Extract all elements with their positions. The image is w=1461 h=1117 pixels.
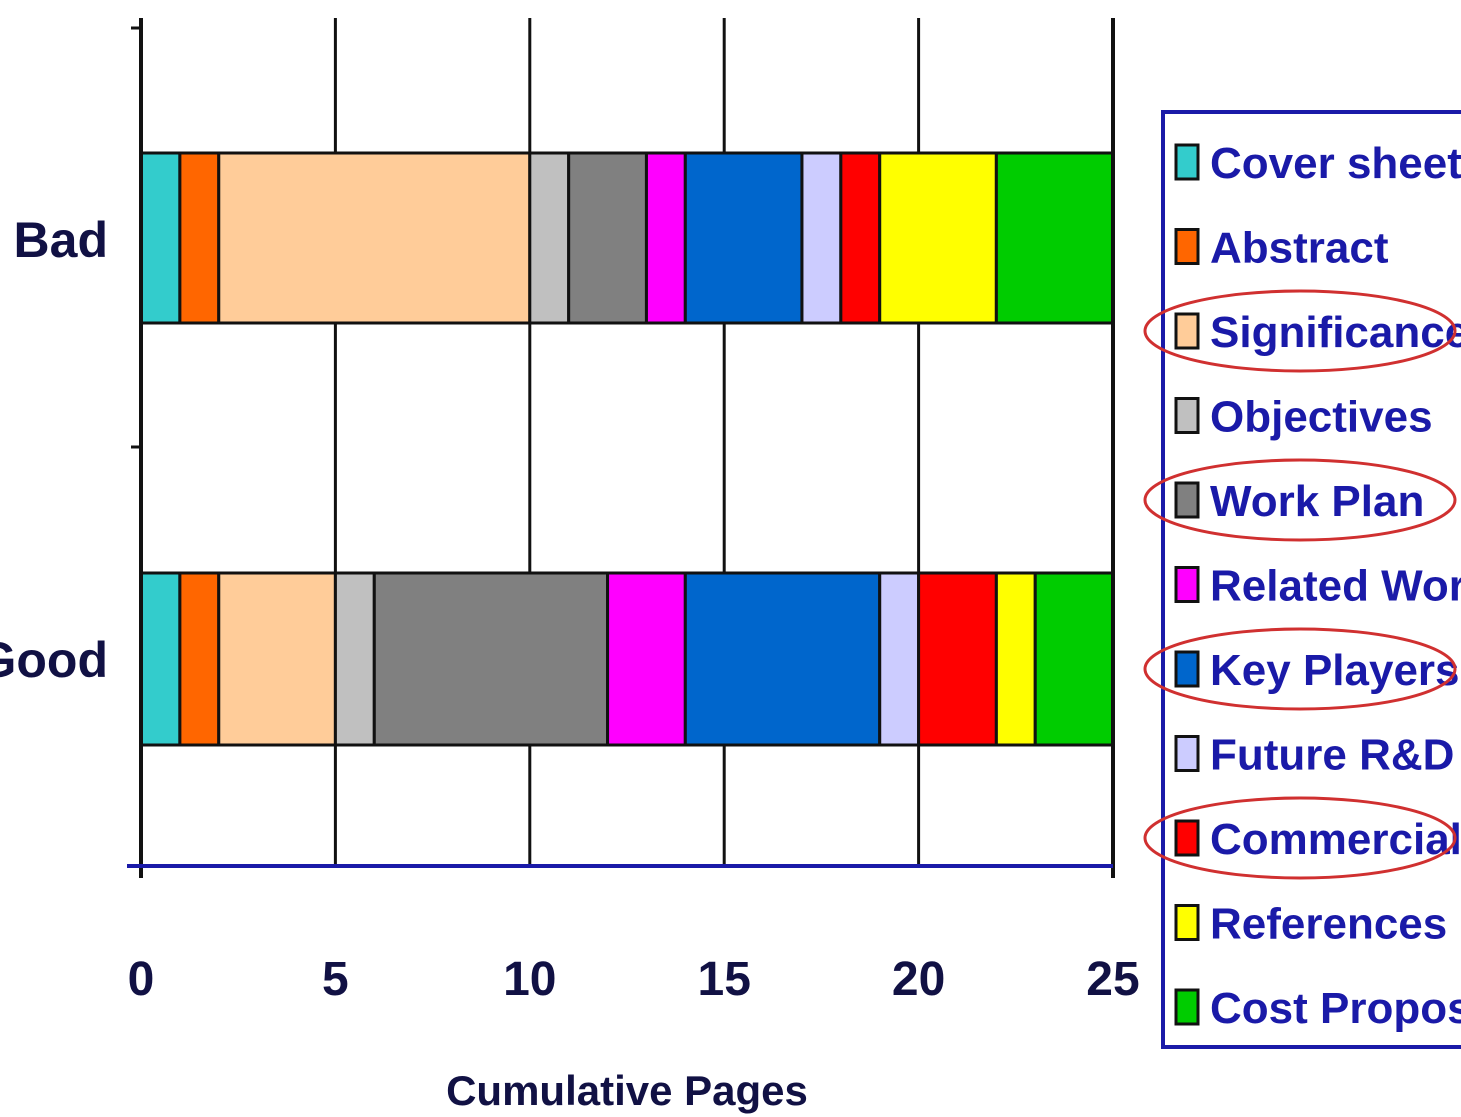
- legend-swatch: [1174, 904, 1200, 941]
- bar-segment: [139, 571, 182, 747]
- bar-segment: [567, 151, 648, 325]
- legend-label: Work Plan: [1210, 477, 1424, 526]
- bar-segment: [333, 571, 376, 747]
- highlight-ellipse: [1143, 458, 1457, 542]
- bar-segment: [839, 151, 882, 325]
- legend-swatch: [1174, 819, 1200, 857]
- bar-segment: [139, 151, 182, 325]
- bars: [139, 151, 1115, 747]
- legend-swatch: [1174, 735, 1200, 772]
- legend-swatch: [1174, 312, 1200, 350]
- legend-label: Related Work: [1210, 562, 1461, 611]
- legend-label: Abstract: [1210, 224, 1389, 273]
- bar-segment: [1033, 571, 1115, 747]
- legend-label: Key Players: [1210, 646, 1460, 695]
- legend-box: [1161, 110, 1461, 1049]
- bar-segment: [917, 571, 998, 747]
- x-tick-label: 20: [892, 953, 945, 1006]
- highlight-ellipse: [1143, 627, 1457, 711]
- legend-swatch: [1174, 397, 1200, 434]
- legend-swatch: [1174, 566, 1200, 603]
- legend-swatch: [1174, 481, 1200, 519]
- legend-label: Commercial: [1210, 815, 1461, 864]
- legend-label: References: [1210, 900, 1447, 949]
- highlight-ellipse: [1143, 796, 1457, 880]
- category-labels: Bad Good: [0, 212, 108, 688]
- x-tick-label: 15: [698, 953, 751, 1006]
- bar-segment: [644, 151, 687, 325]
- axes: [127, 18, 1115, 878]
- bar-segment: [800, 151, 843, 325]
- bar-segment: [528, 151, 571, 325]
- bar-segment: [178, 151, 221, 325]
- x-tick-label: 5: [322, 953, 349, 1006]
- legend-swatch: [1174, 988, 1200, 1026]
- legend-label: Significance: [1210, 308, 1461, 357]
- legend: Cover sheet Abstract Significance Objective…: [1143, 110, 1461, 1049]
- x-tick-labels: 0 5 10 15 20 25: [128, 953, 1140, 1006]
- bar-segment: [178, 571, 221, 747]
- legend-label: Cost Proposal: [1210, 984, 1461, 1033]
- x-axis-title: Cumulative Pages: [446, 1067, 808, 1114]
- category-label: Good: [0, 632, 108, 688]
- bar-segment: [994, 151, 1115, 325]
- bar-segment: [217, 571, 337, 747]
- bar-segment: [994, 571, 1037, 747]
- category-label: Bad: [14, 212, 108, 268]
- bar-segment: [878, 151, 998, 325]
- bar-segment: [372, 571, 610, 747]
- bar-segment: [683, 571, 882, 747]
- legend-swatch: [1174, 228, 1200, 265]
- legend-swatch: [1174, 650, 1200, 688]
- bar-segment: [878, 571, 921, 747]
- bar-segment: [606, 571, 687, 747]
- legend-swatch: [1174, 143, 1200, 181]
- legend-label: Future R&D: [1210, 731, 1454, 780]
- highlight-ellipse: [1143, 289, 1457, 373]
- bar-segment: [217, 151, 532, 325]
- x-tick-label: 10: [503, 953, 556, 1006]
- bar-segment: [683, 151, 804, 325]
- legend-label: Cover sheet: [1210, 139, 1461, 188]
- legend-label: Objectives: [1210, 393, 1433, 442]
- x-tick-label: 0: [128, 953, 155, 1006]
- x-tick-label: 25: [1086, 953, 1139, 1006]
